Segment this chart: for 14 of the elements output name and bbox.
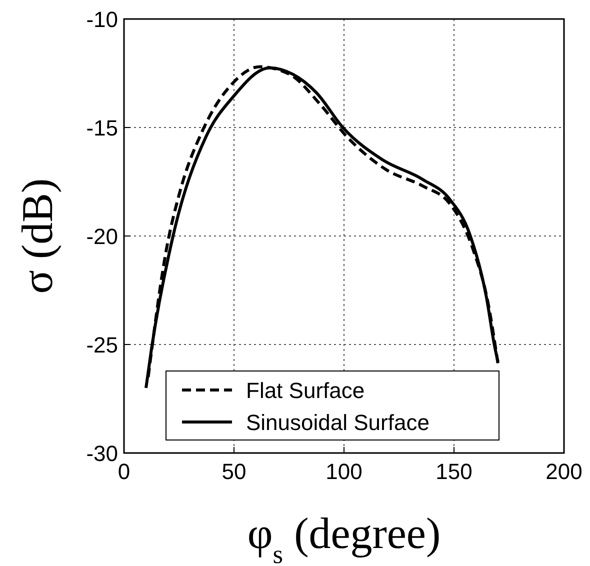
y-tick-label: -15 (86, 116, 118, 140)
x-axis-title: φ$_{s}$ (degree) (247, 509, 441, 566)
y-tick-label: -10 (86, 7, 118, 32)
legend-label: Flat Surface (246, 378, 365, 403)
y-tick-label: -25 (86, 332, 118, 358)
y-axis-title: σ (dB) (13, 178, 62, 294)
x-tick-label: 50 (222, 459, 246, 484)
legend-label: Sinusoidal Surface (246, 410, 430, 435)
y-tick-label: -30 (86, 441, 118, 466)
y-tick-label: -20 (86, 224, 118, 249)
x-tick-label: 100 (326, 459, 362, 484)
x-tick-label: 150 (436, 459, 472, 484)
x-tick-label: 200 (546, 459, 582, 484)
x-tick-label: 0 (118, 459, 130, 484)
